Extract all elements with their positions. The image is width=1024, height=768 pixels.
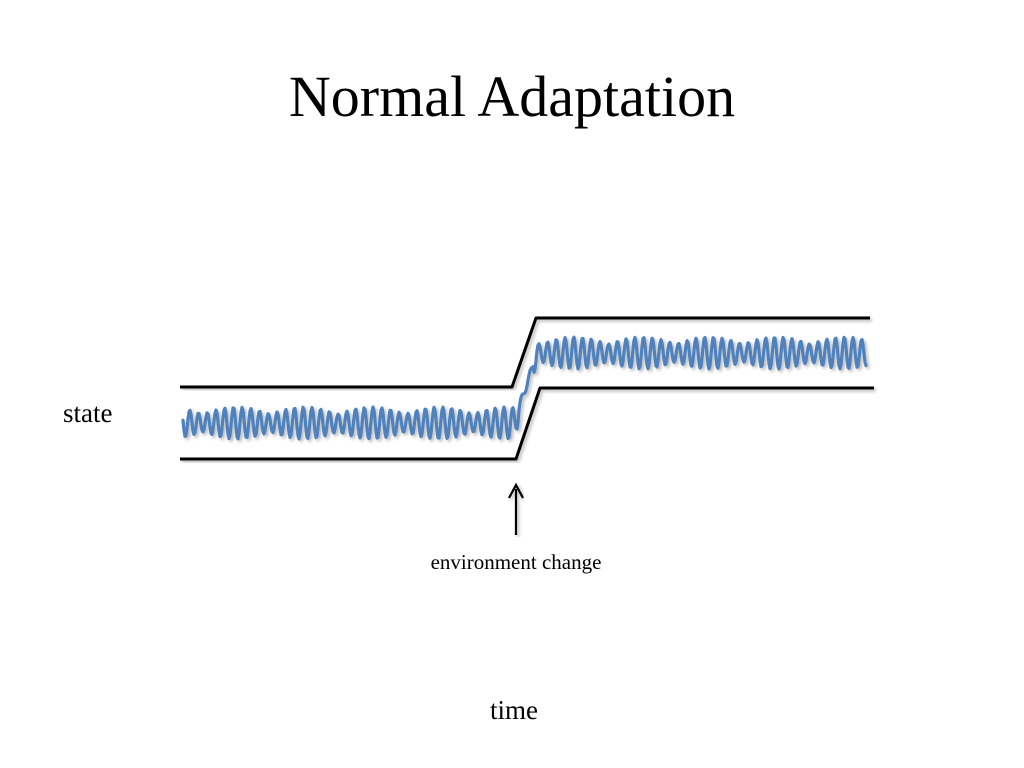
state-signal [181, 335, 868, 441]
upper-bound-line [180, 316, 870, 389]
lower-bound-line [180, 386, 874, 461]
y-axis-label: state [63, 398, 113, 428]
x-axis-label: time [490, 695, 538, 725]
environment-change-arrow [508, 482, 524, 535]
slide-title: Normal Adaptation [288, 64, 736, 129]
environment-change-label: environment change [430, 550, 602, 574]
